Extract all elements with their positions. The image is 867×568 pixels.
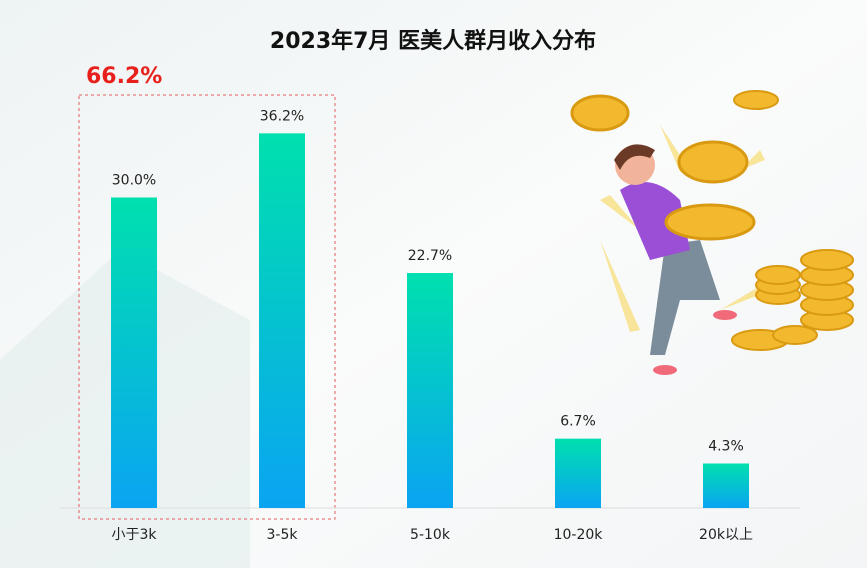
illustration bbox=[570, 90, 854, 375]
x-tick-label: 3-5k bbox=[267, 527, 299, 543]
value-label: 4.3% bbox=[708, 438, 744, 454]
highlight-box bbox=[78, 94, 336, 520]
x-tick-label: 小于3k bbox=[111, 527, 157, 543]
x-tick-label: 10-20k bbox=[554, 527, 604, 543]
value-label: 6.7% bbox=[560, 414, 596, 430]
bar bbox=[111, 197, 157, 508]
bar bbox=[259, 133, 305, 508]
bar bbox=[555, 438, 601, 508]
bar bbox=[703, 463, 749, 508]
x-tick-label: 5-10k bbox=[410, 527, 451, 543]
value-label: 36.2% bbox=[260, 108, 304, 124]
bar bbox=[407, 273, 453, 508]
value-label: 22.7% bbox=[408, 248, 452, 264]
annotation: 66.2% bbox=[86, 64, 162, 89]
value-label: 30.0% bbox=[112, 173, 156, 189]
chart-title: 2023年7月 医美人群月收入分布 bbox=[270, 28, 596, 54]
x-tick-label: 20k以上 bbox=[699, 527, 753, 543]
